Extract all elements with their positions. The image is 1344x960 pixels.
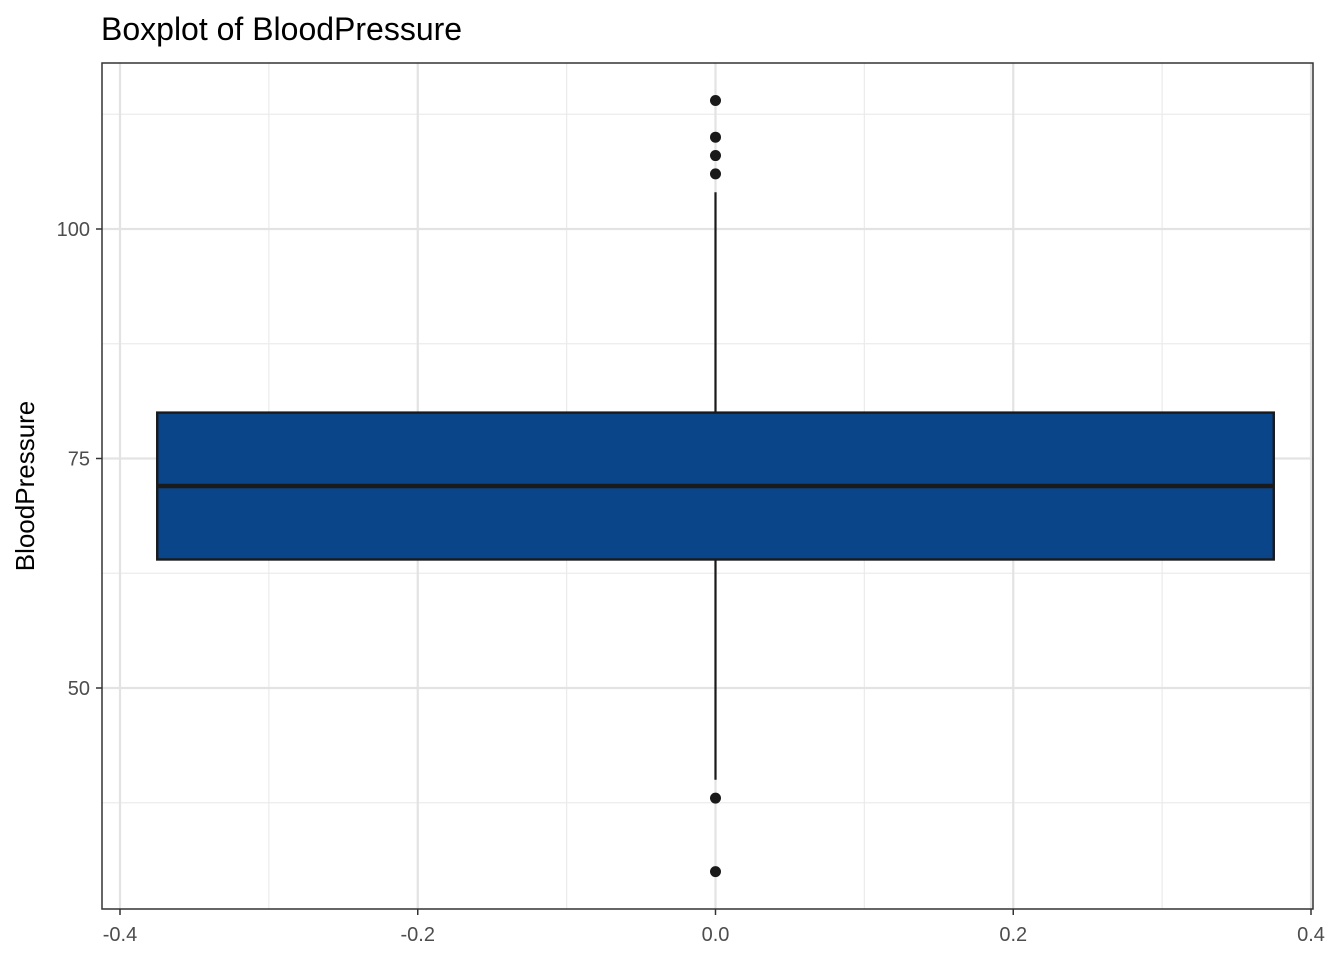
x-tick-label: 0.4 — [1297, 924, 1325, 946]
axes: -0.4 -0.2 0.0 0.2 0.4 50 75 100 — [57, 219, 1325, 946]
chart-title: Boxplot of BloodPressure — [101, 11, 462, 47]
y-axis-title: BloodPressure — [10, 401, 40, 572]
outlier-point — [710, 792, 721, 804]
outlier-point — [710, 94, 721, 106]
y-tick-label: 50 — [68, 678, 90, 700]
boxplot — [156, 94, 1275, 878]
x-tick-label: -0.2 — [401, 924, 435, 946]
x-tick-label: -0.4 — [103, 924, 137, 946]
x-tick-label: 0.0 — [702, 924, 730, 946]
y-tick-label: 100 — [57, 219, 90, 241]
y-tick-label: 75 — [68, 449, 90, 471]
panel-border — [101, 62, 1314, 910]
outlier-point — [710, 150, 721, 162]
outlier-point — [710, 131, 721, 143]
outlier-point — [710, 866, 721, 878]
outlier-point — [710, 168, 721, 180]
x-tick-label: 0.2 — [999, 924, 1027, 946]
